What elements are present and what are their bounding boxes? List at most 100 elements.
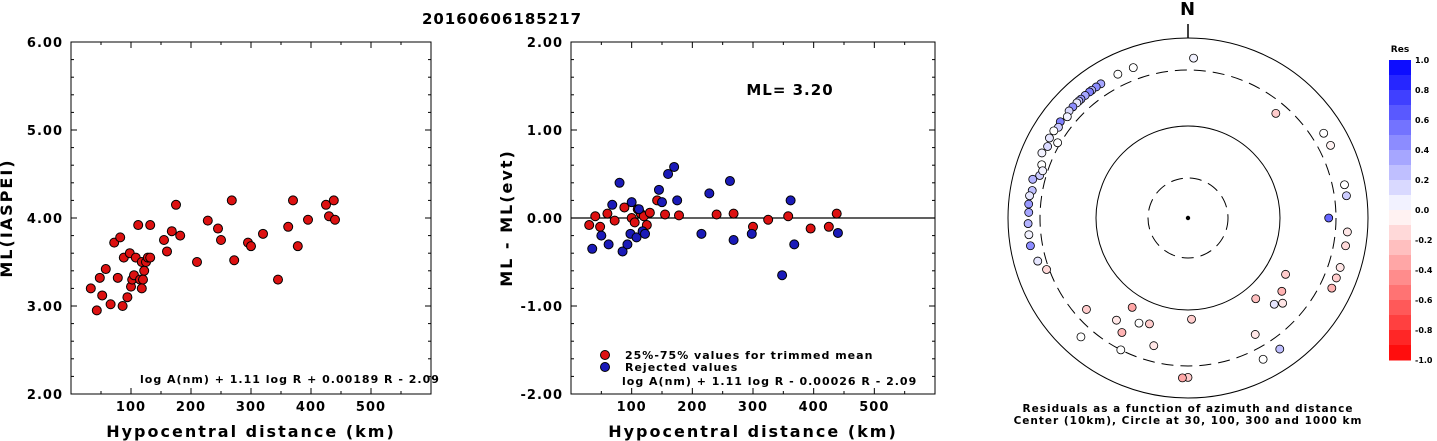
- left-plot: 100 200 300 400 500 2.00 3.00 4.00 5.00 6.00 log …: [0, 36, 440, 441]
- data-point: [590, 211, 601, 222]
- data-point: [100, 264, 111, 275]
- y-tick-label: -2.00: [521, 388, 563, 403]
- x-tick-label: 500: [859, 400, 889, 415]
- data-point: [192, 257, 202, 267]
- left-formula: log A(nm) + 1.11 log R + 0.00189 R - 2.0…: [140, 373, 440, 386]
- data-point: [823, 221, 834, 232]
- polar-point: [1275, 344, 1285, 354]
- polar-point: [1335, 263, 1345, 272]
- colorbar-cell: [1389, 90, 1411, 106]
- polar-point: [1145, 319, 1154, 329]
- figure-title: 20160606185217: [422, 10, 582, 28]
- polar-point: [1033, 256, 1043, 266]
- polar-point: [1049, 126, 1059, 136]
- polar-point: [1281, 269, 1290, 279]
- x-tick-label: 300: [236, 400, 266, 415]
- middle-formula: log A(nm) + 1.11 log R - 0.00026 R - 2.0…: [622, 375, 917, 388]
- colorbar-cell: [1389, 270, 1411, 286]
- data-point: [763, 214, 774, 225]
- polar-point: [1128, 63, 1138, 73]
- data-point: [746, 228, 757, 239]
- polar-point: [1024, 208, 1034, 217]
- middle-formula-prefix: log A(nm) + 1.11 log R - 0.00026 R - 2.0…: [622, 375, 917, 388]
- polar-point: [1324, 213, 1334, 223]
- data-point: [602, 208, 613, 219]
- polar-point: [1178, 373, 1187, 383]
- x-tick-label: 100: [617, 400, 647, 415]
- x-tick-label: 200: [677, 400, 707, 415]
- colorbar-cell: [1389, 345, 1411, 361]
- data-point: [672, 195, 683, 206]
- colorbar-cell: [1389, 240, 1411, 256]
- data-point: [273, 274, 283, 285]
- middle-ylabel: ML - ML(evt): [497, 149, 516, 287]
- x-tick-label: 300: [738, 400, 768, 415]
- data-point: [171, 199, 181, 210]
- data-point: [321, 199, 331, 210]
- colorbar-cells: [1389, 60, 1411, 361]
- data-point: [619, 202, 630, 213]
- data-point: [122, 292, 133, 303]
- data-point: [85, 283, 96, 294]
- polar-point: [1127, 302, 1137, 312]
- data-point: [629, 217, 640, 228]
- data-point: [640, 228, 651, 239]
- polar-caption-line1: Residuals as a function of azimuth and d…: [1023, 403, 1354, 415]
- polar-point: [1331, 273, 1341, 283]
- data-point: [133, 220, 144, 231]
- colorbar-cell: [1389, 195, 1411, 211]
- polar-point: [1042, 265, 1051, 274]
- data-point: [112, 272, 123, 283]
- data-point: [711, 209, 722, 220]
- left-xlabel: Hypocentral distance (km): [106, 422, 396, 441]
- polar-point: [1251, 294, 1261, 304]
- colorbar-cell: [1389, 180, 1411, 196]
- polar-point: [1038, 166, 1048, 176]
- data-point: [609, 215, 620, 226]
- left-data-points: [85, 195, 340, 316]
- data-point: [631, 232, 642, 243]
- polar-point: [1340, 180, 1349, 190]
- north-label: N: [1180, 0, 1196, 20]
- left-plot-frame: [70, 41, 432, 395]
- y-tick-label: 2.00: [27, 388, 63, 403]
- polar-point: [1187, 314, 1196, 324]
- polar-point: [1076, 332, 1086, 342]
- data-point: [783, 211, 794, 222]
- colorbar-label: -0.2: [1415, 236, 1433, 245]
- data-point: [607, 199, 618, 210]
- polar-point: [1026, 241, 1035, 251]
- colorbar-cell: [1389, 60, 1411, 76]
- colorbar-cell: [1389, 120, 1411, 136]
- colorbar-cell: [1389, 105, 1411, 121]
- data-point: [303, 214, 313, 225]
- polar-point: [1271, 108, 1281, 118]
- ring-300km: [1039, 69, 1337, 367]
- y-tick-label: 4.00: [27, 212, 63, 227]
- data-point: [136, 283, 147, 294]
- y-tick-label: 2.00: [527, 36, 563, 51]
- data-point: [202, 215, 213, 226]
- data-point: [653, 184, 664, 195]
- colorbar-cell: [1389, 315, 1411, 331]
- data-point: [584, 220, 595, 231]
- data-point: [669, 161, 680, 172]
- middle-xlabel: Hypocentral distance (km): [608, 422, 898, 441]
- data-point: [213, 223, 223, 234]
- polar-point: [1043, 142, 1053, 151]
- legend-rejected-label: Rejected values: [625, 361, 738, 374]
- data-point: [288, 195, 298, 206]
- colorbar-label: 0.0: [1415, 206, 1430, 215]
- colorbar-cell: [1389, 135, 1411, 151]
- colorbar-cell: [1389, 300, 1411, 316]
- data-point: [660, 209, 671, 220]
- middle-axis-ticks: 100 200 300 400 500 -2.00 -1.00 0.00 1.00 2.00: [521, 36, 935, 415]
- x-tick-label: 400: [799, 400, 829, 415]
- data-point: [777, 270, 788, 281]
- polar-point: [1023, 219, 1033, 228]
- polar-rings: [1007, 37, 1369, 399]
- y-tick-label: 3.00: [27, 300, 63, 315]
- data-point: [145, 252, 156, 263]
- polar-caption-line2: Center (10km), Circle at 30, 100, 300 an…: [1014, 415, 1363, 427]
- data-point: [117, 301, 128, 311]
